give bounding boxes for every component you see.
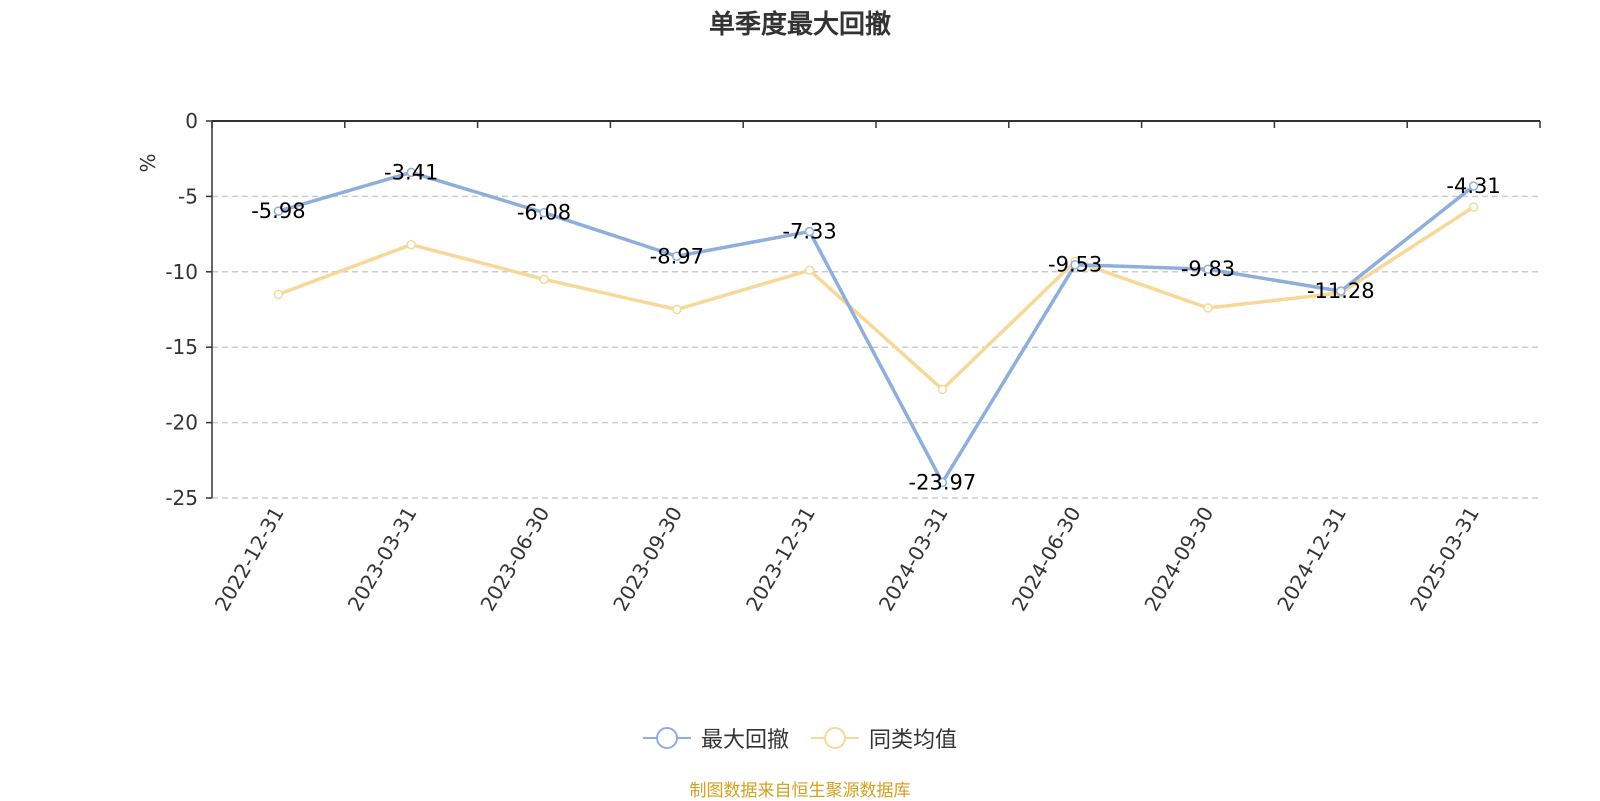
data-point bbox=[672, 251, 682, 262]
x-tick-label: 2025-03-31 bbox=[1405, 503, 1484, 616]
data-label: -6.08 bbox=[517, 201, 571, 225]
data-label: -9.53 bbox=[1048, 253, 1102, 277]
series-line bbox=[277, 205, 1475, 392]
data-point bbox=[804, 226, 815, 237]
data-label: -7.33 bbox=[782, 220, 836, 244]
data-point bbox=[804, 265, 815, 276]
data-point bbox=[937, 477, 948, 488]
data-point bbox=[1336, 286, 1346, 296]
data-label: -5.98 bbox=[251, 199, 305, 223]
x-tick-label: 2023-06-30 bbox=[475, 503, 554, 616]
data-point bbox=[1203, 264, 1213, 274]
x-tick-label: 2024-09-30 bbox=[1139, 503, 1218, 616]
legend-line-circle-icon bbox=[642, 727, 691, 749]
data-point bbox=[937, 384, 948, 395]
source-note: 制图数据来自恒生聚源数据库 bbox=[689, 781, 911, 801]
legend-line-circle-icon bbox=[811, 727, 859, 749]
y-tick-label: -5 bbox=[178, 184, 198, 208]
grid bbox=[212, 195, 1540, 499]
y-tick-label: -15 bbox=[165, 335, 198, 359]
data-label: -11.28 bbox=[1307, 279, 1375, 303]
legend-label: 同类均值 bbox=[869, 728, 958, 753]
data-point bbox=[539, 274, 549, 285]
y-tick-label: -20 bbox=[165, 411, 198, 435]
data-point bbox=[273, 289, 284, 300]
data-point bbox=[672, 304, 682, 315]
legend: 最大回撤 同类均值 bbox=[0, 722, 1600, 754]
data-point bbox=[1468, 202, 1479, 212]
data-label: -3.41 bbox=[384, 160, 438, 184]
series-lines bbox=[273, 167, 1479, 488]
data-label: -4.31 bbox=[1446, 174, 1500, 198]
y-tick-label: -10 bbox=[165, 260, 198, 284]
data-point bbox=[539, 207, 549, 218]
y-tick-label: 0 bbox=[185, 109, 198, 133]
chart: 0 -5 -10 -15 -20 -25 2022-12-31 2023-03-31 2023-… bbox=[136, 109, 1541, 616]
data-label: -23.97 bbox=[909, 470, 977, 494]
x-tick-label: 2023-09-30 bbox=[608, 503, 687, 616]
data-point bbox=[406, 167, 416, 178]
x-tick-label: 2022-12-31 bbox=[210, 503, 289, 616]
x-tick-label: 2024-06-30 bbox=[1007, 503, 1086, 616]
data-point bbox=[1203, 303, 1213, 313]
y-tick-label: -25 bbox=[165, 486, 198, 510]
data-label: -9.83 bbox=[1181, 257, 1235, 281]
x-tick-label: 2024-12-31 bbox=[1272, 503, 1351, 616]
data-point bbox=[406, 239, 416, 250]
series-line bbox=[277, 170, 1475, 485]
data-point bbox=[1070, 259, 1080, 270]
data-labels: -5.98 -3.41 -6.08 -8.97 -7.33 -23.97 -9.53 -9.8… bbox=[251, 160, 1501, 494]
x-tick-label: 2023-03-31 bbox=[343, 503, 422, 616]
x-tick-label: 2023-12-31 bbox=[741, 503, 820, 616]
chart-title: 单季度最大回撤 bbox=[708, 10, 891, 40]
data-label: -8.97 bbox=[650, 244, 704, 268]
legend-item-0[interactable]: 最大回撤 bbox=[642, 722, 789, 754]
legend-item-1[interactable]: 同类均值 bbox=[811, 722, 957, 754]
y-axis-label: % bbox=[136, 153, 160, 172]
legend-label: 最大回撤 bbox=[700, 728, 789, 753]
data-point bbox=[1468, 181, 1479, 191]
x-tick-label: 2024-03-31 bbox=[874, 503, 953, 616]
data-point bbox=[273, 206, 284, 216]
